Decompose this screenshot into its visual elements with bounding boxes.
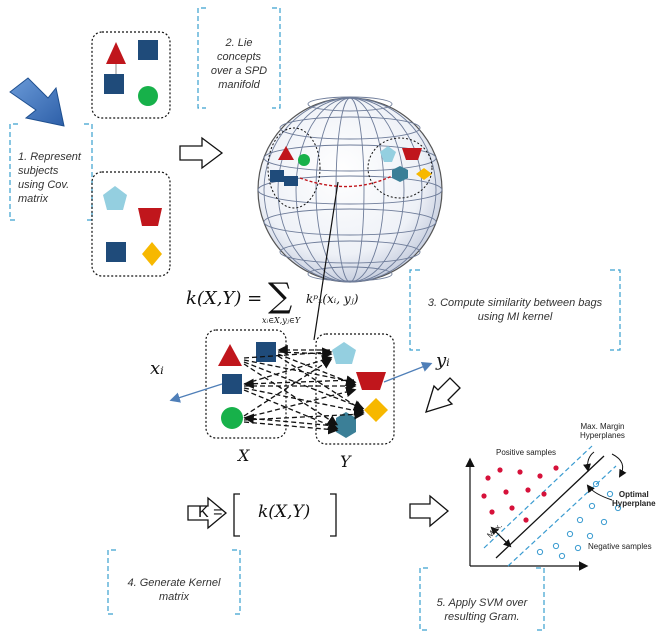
green-circle-icon — [138, 86, 158, 106]
step3-note: 3. Compute similarity between bags using… — [427, 297, 603, 323]
svm-negative-label: Negative samples — [588, 542, 652, 551]
bag-x — [205, 329, 287, 439]
bag-y — [315, 333, 395, 445]
navy-square-icon — [104, 74, 124, 94]
hollow-arrow-diag-icon — [425, 377, 461, 413]
navy-square-icon — [138, 40, 158, 60]
xi-label: xᵢ — [150, 358, 164, 379]
svm-optimal-label: Optimal Hyperplane — [612, 490, 656, 508]
kernel-formula-sum-sub: xᵢ∈X,yⱼ∈Y — [262, 316, 301, 325]
red-triangle-icon — [106, 42, 126, 64]
spd-manifold-sphere — [257, 96, 443, 283]
step1-bracket — [9, 123, 93, 221]
step4-bracket — [107, 549, 241, 615]
hollow-arrow-step4-icon — [187, 496, 228, 530]
gram-entry: k(X,Y) — [258, 502, 311, 522]
set-x-label: X — [238, 446, 250, 465]
step3-bracket — [409, 269, 621, 351]
bag-1 — [91, 31, 171, 119]
kernel-formula-sum: ∑ — [268, 276, 293, 316]
step5-note: 5. Apply SVM over resulting Gram. — [436, 597, 528, 623]
step2-bracket — [197, 7, 281, 109]
step1-note: 1. Represent subjects using Cov. matrix — [18, 151, 81, 205]
navy-square-icon — [106, 242, 126, 262]
gram-lhs: K = — [198, 504, 223, 521]
set-y-label: Y — [340, 452, 351, 471]
connector-line — [313, 181, 339, 341]
kernel-connections — [243, 344, 365, 435]
svm-positive-label: Positive samples — [496, 448, 557, 457]
yi-arrow — [383, 361, 433, 383]
step2-note: 2. Lie concepts over a SPD manifold — [210, 37, 268, 91]
hollow-arrow-icon — [179, 136, 224, 170]
red-trapezoid-icon — [138, 208, 162, 226]
step4-note: 4. Generate Kernel matrix — [127, 577, 221, 603]
kernel-formula-term: kᵖₓ(xᵢ, yⱼ) — [306, 292, 359, 306]
svm-max-margin-label: Max. Margin Hyperplanes — [580, 422, 625, 440]
kernel-formula-lhs: k(X,Y) = — [186, 288, 263, 309]
xi-arrow — [169, 383, 223, 403]
step5-bracket — [419, 567, 545, 631]
cyan-pentagon-icon — [103, 186, 127, 210]
yi-label: yᵢ — [436, 350, 450, 371]
hollow-arrow-step5-icon — [409, 494, 450, 528]
yellow-diamond-icon — [142, 242, 162, 266]
gram-matrix-brackets — [233, 493, 337, 537]
bag-2 — [91, 171, 171, 277]
svm-plot — [465, 445, 627, 571]
start-arrow-icon — [9, 77, 65, 127]
